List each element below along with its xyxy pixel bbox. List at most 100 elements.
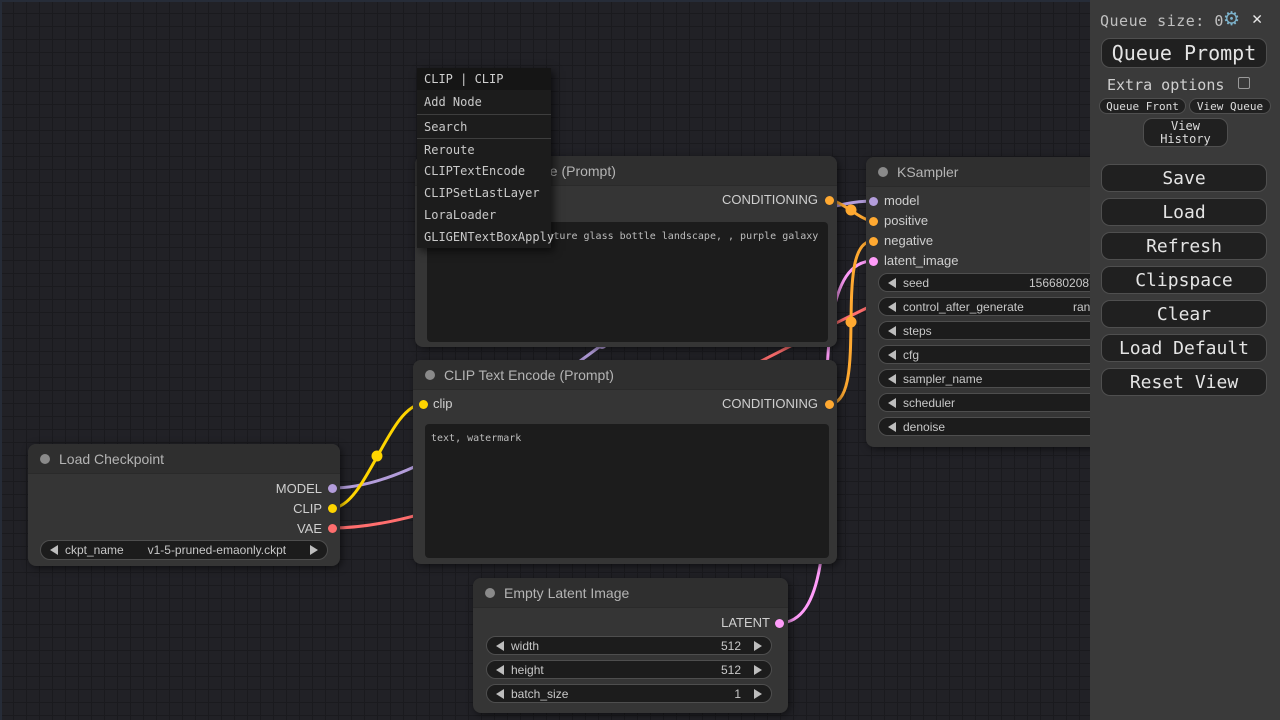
node-empty-latent-image[interactable]: Empty Latent Image LATENT width 512 heig…: [473, 578, 788, 713]
prompt-textarea[interactable]: text, watermark: [425, 424, 829, 558]
wire-dot-clip: [371, 450, 383, 462]
widget-label: denoise: [903, 419, 946, 434]
output-port-clip[interactable]: [327, 503, 337, 513]
increment-arrow-icon[interactable]: [754, 664, 762, 675]
node-title: CLIP Text Encode (Prompt): [444, 366, 614, 383]
node-title: KSampler: [897, 163, 959, 180]
increment-arrow-icon[interactable]: [754, 688, 762, 699]
refresh-button[interactable]: Refresh: [1101, 232, 1267, 260]
decrement-arrow-icon[interactable]: [50, 545, 58, 555]
menu-item-clipsetlastlayer[interactable]: CLIPSetLastLayer: [424, 186, 540, 200]
input-label-clip: clip: [433, 396, 453, 411]
menu-item-search[interactable]: Search: [417, 114, 551, 138]
widget-ckpt-name[interactable]: ckpt_name v1-5-pruned-emaonly.ckpt: [40, 540, 328, 560]
increment-arrow-icon[interactable]: [754, 640, 762, 651]
output-label-vae: VAE: [296, 521, 322, 536]
menu-item-loraloader[interactable]: LoraLoader: [424, 208, 497, 222]
node-title-bar[interactable]: Empty Latent Image: [473, 578, 788, 608]
close-icon[interactable]: ✕: [1252, 9, 1263, 29]
output-port-model[interactable]: [327, 483, 337, 493]
output-label-model: MODEL: [275, 481, 322, 496]
widget-label: seed: [903, 275, 930, 290]
widget-steps[interactable]: steps: [878, 321, 1148, 340]
output-port-latent[interactable]: [774, 618, 784, 628]
menu-item-add-node[interactable]: Add Node: [424, 95, 482, 109]
queue-front-button[interactable]: Queue Front: [1099, 98, 1186, 114]
decrement-arrow-icon[interactable]: [888, 277, 896, 288]
input-port-latent-image[interactable]: [868, 256, 878, 266]
node-status-dot: [425, 369, 435, 380]
increment-arrow-icon[interactable]: [310, 545, 318, 555]
view-history-button[interactable]: View History: [1143, 118, 1228, 147]
widget-height[interactable]: height 512: [486, 660, 772, 679]
node-title: Empty Latent Image: [504, 584, 630, 601]
reset-view-button[interactable]: Reset View: [1101, 368, 1267, 396]
save-button[interactable]: Save: [1101, 164, 1267, 192]
input-label-model: model: [884, 193, 920, 208]
node-load-checkpoint[interactable]: Load Checkpoint MODEL CLIP VAE ckpt_name…: [28, 444, 340, 566]
node-clip-text-encode-negative[interactable]: CLIP Text Encode (Prompt) clip CONDITION…: [413, 360, 837, 564]
node-status-dot: [878, 166, 888, 177]
widget-label: ckpt_name: [65, 543, 124, 557]
menu-item-gligentextboxapply[interactable]: GLIGENTextBoxApply: [424, 230, 555, 244]
decrement-arrow-icon[interactable]: [888, 325, 896, 336]
widget-value: 1566802087: [1029, 276, 1096, 290]
decrement-arrow-icon[interactable]: [888, 397, 896, 408]
output-label-conditioning: CONDITIONING: [721, 192, 818, 207]
decrement-arrow-icon[interactable]: [888, 301, 896, 312]
node-title-bar[interactable]: Load Checkpoint: [28, 444, 340, 474]
decrement-arrow-icon[interactable]: [496, 664, 504, 675]
decrement-arrow-icon[interactable]: [496, 640, 504, 651]
wire-dot-conditioning-positive: [845, 204, 857, 216]
output-port-conditioning[interactable]: [824, 195, 834, 205]
node-title-bar[interactable]: CLIP Text Encode (Prompt): [413, 360, 837, 390]
decrement-arrow-icon[interactable]: [888, 373, 896, 384]
load-default-button[interactable]: Load Default: [1101, 334, 1267, 362]
node-status-dot: [485, 587, 495, 598]
node-status-dot: [40, 453, 50, 464]
load-button[interactable]: Load: [1101, 198, 1267, 226]
view-queue-button[interactable]: View Queue: [1189, 98, 1271, 114]
widget-label: width: [511, 638, 540, 653]
add-node-context-menu: CLIP | CLIP Add Node Search Reroute CLIP…: [417, 68, 555, 248]
decrement-arrow-icon[interactable]: [496, 688, 504, 699]
output-port-vae[interactable]: [327, 523, 337, 533]
queue-size-label: Queue size: 0: [1100, 12, 1224, 30]
widget-value: 1: [734, 686, 741, 701]
widget-value: v1-5-pruned-emaonly.ckpt: [147, 543, 287, 557]
extra-options-checkbox[interactable]: [1238, 77, 1250, 89]
widget-value: 512: [720, 638, 741, 653]
queue-sidebar: Queue size: 0 ⚙ ✕ Queue Prompt Extra opt…: [1090, 0, 1280, 720]
widget-label: steps: [903, 323, 932, 338]
widget-scheduler[interactable]: scheduler: [878, 393, 1148, 412]
input-label-latent-image: latent_image: [884, 253, 959, 268]
input-port-positive[interactable]: [868, 216, 878, 226]
widget-label: batch_size: [511, 686, 569, 701]
widget-cfg[interactable]: cfg: [878, 345, 1148, 364]
widget-width[interactable]: width 512: [486, 636, 772, 655]
input-port-clip[interactable]: [418, 399, 428, 409]
output-port-conditioning[interactable]: [824, 399, 834, 409]
input-port-model[interactable]: [868, 196, 878, 206]
widget-sampler-name[interactable]: sampler_name: [878, 369, 1148, 388]
extra-options-label: Extra options: [1107, 76, 1225, 94]
menu-item-cliptextencode[interactable]: CLIPTextEncode: [424, 164, 526, 178]
node-title: Load Checkpoint: [59, 450, 165, 467]
context-menu-header: CLIP | CLIP: [417, 68, 551, 90]
menu-item-reroute[interactable]: Reroute: [417, 138, 551, 160]
input-port-negative[interactable]: [868, 236, 878, 246]
widget-seed[interactable]: seed 1566802087: [878, 273, 1148, 292]
decrement-arrow-icon[interactable]: [888, 421, 896, 432]
widget-batch-size[interactable]: batch_size 1: [486, 684, 772, 703]
settings-gear-icon[interactable]: ⚙: [1223, 8, 1241, 30]
widget-label: cfg: [903, 347, 920, 362]
node-graph-canvas[interactable]: CLIP Text Encode (Prompt) CONDITIONING b…: [0, 0, 1156, 720]
output-label-latent: LATENT: [721, 615, 770, 630]
clipspace-button[interactable]: Clipspace: [1101, 266, 1267, 294]
wire-dot-conditioning-negative: [845, 316, 857, 328]
clear-button[interactable]: Clear: [1101, 300, 1267, 328]
output-label-clip: CLIP: [293, 501, 322, 516]
widget-label: scheduler: [903, 395, 956, 410]
decrement-arrow-icon[interactable]: [888, 349, 896, 360]
queue-prompt-button[interactable]: Queue Prompt: [1101, 38, 1267, 68]
